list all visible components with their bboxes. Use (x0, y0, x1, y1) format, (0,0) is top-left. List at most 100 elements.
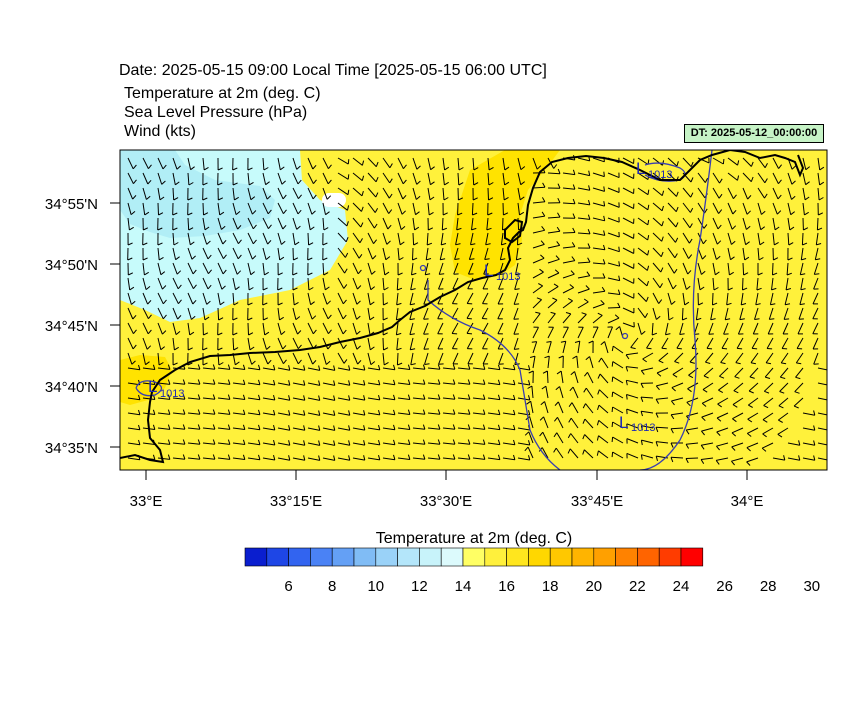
wind-barb-flag (482, 454, 486, 460)
wind-barb-flag (685, 458, 689, 464)
wind-barb-flag (784, 303, 791, 306)
wind-barb (382, 277, 385, 291)
wind-barb (172, 382, 185, 385)
wind-barb-flag (671, 387, 676, 392)
wind-barb-flag (204, 316, 210, 321)
wind-barb-flag (347, 205, 350, 211)
date-line: Date: 2025-05-15 09:00 Local Time [2025-… (119, 62, 547, 79)
wind-barb-flag (258, 454, 261, 460)
wind-barb (813, 277, 819, 290)
colorbar-label: 18 (542, 578, 559, 595)
wind-barb-flag (710, 318, 716, 321)
wind-barb-flag (206, 240, 211, 245)
wind-barb-flag (744, 256, 750, 261)
wind-barb-flag (539, 416, 544, 421)
wind-barb (802, 187, 806, 200)
wind-barb (277, 217, 284, 230)
wind-barb (307, 337, 314, 349)
wind-barb-flag (679, 333, 685, 335)
wind-barb-flag (437, 379, 441, 385)
wind-barb-flag (197, 364, 201, 370)
wind-barb (682, 232, 690, 244)
wind-barb (768, 307, 774, 320)
wind-barb (367, 412, 380, 416)
wind-barb (292, 232, 296, 245)
wind-barb-flag (132, 195, 137, 200)
wind-barb (337, 367, 350, 371)
wind-barb-flag (722, 158, 725, 165)
wind-barb (800, 277, 804, 290)
wind-barb-flag (528, 380, 531, 386)
wind-barb (484, 247, 489, 260)
wind-barb (701, 427, 714, 432)
colorbar: Temperature at 2m (deg. C) 6 8 10 12 14 16 18 2… (244, 530, 820, 595)
wind-barb-flag (570, 371, 575, 376)
wind-barb-flag (466, 332, 473, 335)
wind-barb-flag (357, 269, 362, 275)
wind-barb (577, 187, 590, 191)
wind-barb (802, 202, 805, 215)
wind-barb (202, 307, 206, 320)
wind-barb (527, 446, 534, 459)
wind-barb-flag (197, 379, 201, 385)
wind-barb (682, 217, 691, 229)
wind-barb-flag (556, 226, 561, 232)
wind-barb-flag (585, 285, 590, 290)
wind-barb (472, 157, 475, 171)
wind-barb (674, 352, 684, 362)
wind-barb-flag (625, 354, 630, 360)
wind-barb-flag (524, 431, 530, 436)
wind-barb-flag (596, 435, 599, 441)
wind-barb-flag (333, 365, 336, 371)
wind-barb-flag (147, 300, 152, 305)
wind-barb (736, 337, 744, 349)
wind-barb-flag (148, 164, 152, 170)
wind-barb (543, 416, 549, 429)
wind-barb-flag (175, 181, 180, 186)
wind-barb-flag (437, 424, 441, 430)
wind-barb (502, 367, 515, 371)
wind-barb (708, 322, 714, 335)
wind-barb-flag (597, 312, 603, 316)
wind-barb-flag (482, 394, 486, 400)
wind-barb (409, 307, 414, 320)
wind-barb-flag (219, 211, 225, 216)
wind-barb (672, 367, 684, 375)
wind-barb (502, 157, 506, 170)
wind-barb (562, 341, 567, 354)
field-wind: Wind (kts) (124, 123, 196, 140)
wind-barb (425, 247, 429, 260)
wind-barb-flag (192, 299, 197, 305)
wind-barb-flag (227, 364, 231, 370)
wind-barb (546, 370, 549, 384)
wind-barb (412, 442, 425, 445)
wind-barb-flag (472, 197, 478, 201)
wind-barb-flag (555, 386, 560, 391)
wind-barb (187, 217, 190, 231)
wind-barb-flag (701, 270, 706, 275)
wind-barb-flag (536, 165, 542, 170)
wind-barb-flag (273, 394, 276, 401)
wind-barb-flag (172, 212, 178, 216)
wind-barb-flag (148, 314, 152, 320)
wind-barb (562, 287, 574, 294)
wind-barb-flag (729, 271, 734, 276)
temperature-field (120, 150, 827, 470)
wind-barb (764, 367, 774, 378)
wind-barb-flag (323, 272, 329, 276)
colorbar-label: 14 (455, 578, 472, 595)
wind-barb (472, 457, 485, 460)
wind-barb (782, 322, 789, 335)
wind-barb (652, 262, 662, 273)
wind-barb (202, 217, 206, 230)
wind-barb (607, 262, 620, 267)
wind-barb (547, 216, 561, 219)
wind-barb-flag (672, 284, 677, 290)
wind-barb-flag (800, 288, 806, 291)
wind-barb (517, 232, 519, 246)
wind-barb (277, 352, 284, 364)
wind-barb (367, 382, 380, 386)
wind-barb (397, 412, 410, 415)
wind-barb (532, 229, 545, 234)
wind-barb (637, 292, 647, 302)
